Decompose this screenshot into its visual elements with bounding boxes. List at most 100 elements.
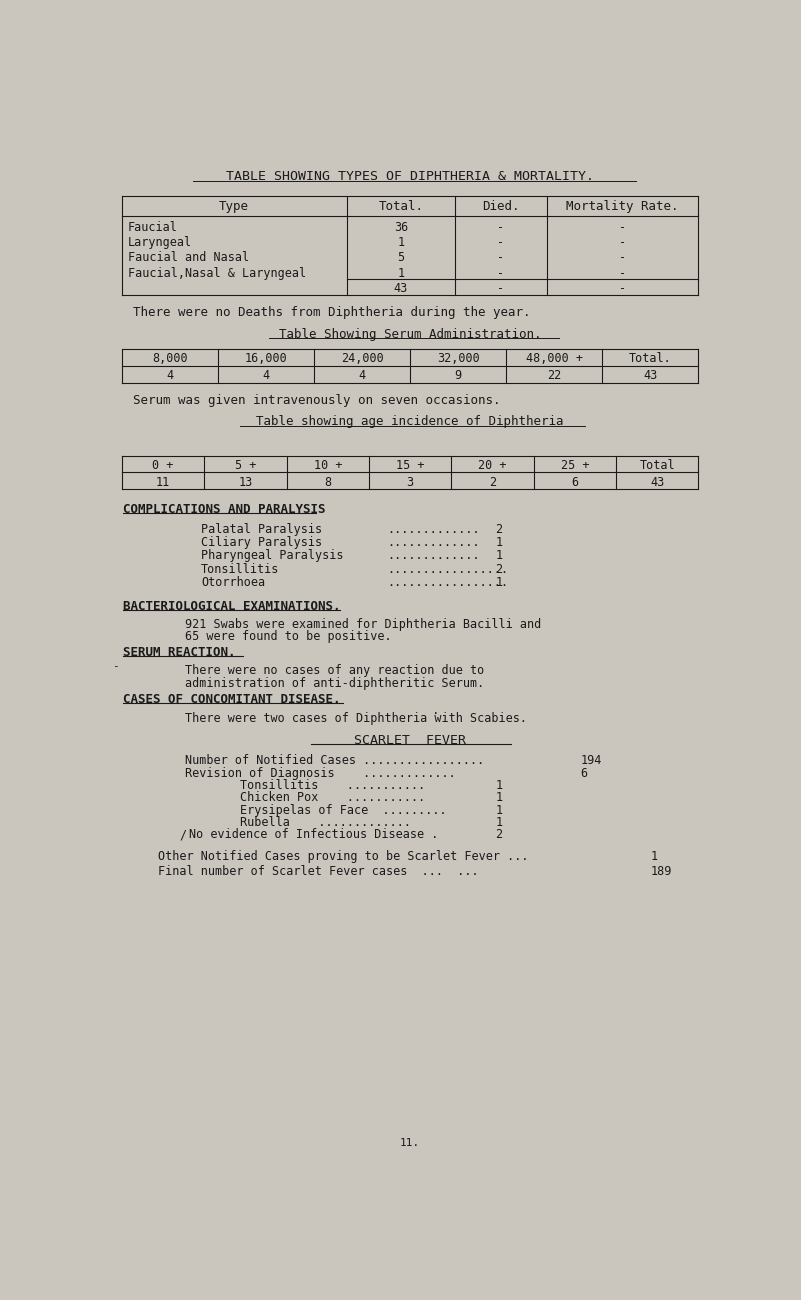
Text: 189: 189 [650, 866, 672, 879]
Text: There were no cases of any reaction due to: There were no cases of any reaction due … [185, 664, 485, 677]
Text: 4: 4 [263, 369, 270, 382]
Text: 2: 2 [495, 563, 502, 576]
Text: 25 +: 25 + [561, 459, 589, 472]
Text: Palatal Paralysis: Palatal Paralysis [201, 524, 322, 537]
Text: -: - [619, 266, 626, 280]
Text: .............: ............. [387, 550, 480, 563]
Text: 1: 1 [397, 266, 405, 280]
Text: 1: 1 [397, 237, 405, 250]
Text: SERUM REACTION.: SERUM REACTION. [123, 646, 235, 659]
Text: -: - [497, 221, 505, 234]
Text: Laryngeal: Laryngeal [128, 237, 192, 250]
Text: 1: 1 [495, 550, 502, 563]
Text: 1: 1 [495, 816, 502, 829]
Text: 4: 4 [359, 369, 365, 382]
Text: 921 Swabs were examined for Diphtheria Bacilli and: 921 Swabs were examined for Diphtheria B… [185, 618, 541, 630]
Text: There were no Deaths from Diphtheria during the year.: There were no Deaths from Diphtheria dur… [133, 306, 530, 318]
Text: Faucial,Nasal & Laryngeal: Faucial,Nasal & Laryngeal [128, 266, 306, 280]
Text: Rubella    .............: Rubella ............. [239, 816, 411, 829]
Text: 8: 8 [324, 476, 332, 489]
Text: There were two cases of Diphtheria with Scabies.: There were two cases of Diphtheria with … [185, 712, 527, 725]
Text: .............: ............. [387, 537, 480, 550]
Text: 3: 3 [407, 476, 413, 489]
Text: 5 +: 5 + [235, 459, 256, 472]
Text: -: - [619, 282, 626, 295]
Text: COMPLICATIONS AND PARALYSIS: COMPLICATIONS AND PARALYSIS [123, 503, 326, 516]
Text: CASES OF CONCOMITANT DISEASE.: CASES OF CONCOMITANT DISEASE. [123, 693, 341, 706]
Text: 36: 36 [394, 221, 408, 234]
Text: Table showing age incidence of Diphtheria: Table showing age incidence of Diphtheri… [256, 416, 564, 429]
Text: 4: 4 [167, 369, 174, 382]
Text: Erysipelas of Face  .........: Erysipelas of Face ......... [239, 803, 446, 816]
Text: -: - [497, 237, 505, 250]
Text: .............: ............. [387, 524, 480, 537]
Text: 15 +: 15 + [396, 459, 425, 472]
Text: Tonsillitis: Tonsillitis [201, 563, 280, 576]
Text: 6: 6 [571, 476, 578, 489]
Text: Revision of Diagnosis    .............: Revision of Diagnosis ............. [185, 767, 456, 780]
Text: 10 +: 10 + [313, 459, 342, 472]
Text: -: - [619, 251, 626, 264]
Text: -: - [112, 662, 119, 671]
Text: 6: 6 [581, 767, 588, 780]
Text: 48,000 +: 48,000 + [525, 352, 583, 365]
Text: 2: 2 [489, 476, 496, 489]
Text: 65 were found to be positive.: 65 were found to be positive. [185, 630, 392, 644]
Text: 9: 9 [455, 369, 461, 382]
Text: Otorrhoea: Otorrhoea [201, 576, 265, 589]
Text: 11.: 11. [400, 1138, 421, 1148]
Text: 22: 22 [547, 369, 562, 382]
Text: -: - [619, 237, 626, 250]
Text: 32,000: 32,000 [437, 352, 480, 365]
Text: 5: 5 [397, 251, 405, 264]
Text: Tonsillitis    ...........: Tonsillitis ........... [239, 779, 425, 792]
Text: Total: Total [639, 459, 675, 472]
Text: 43: 43 [394, 282, 408, 295]
Text: Final number of Scarlet Fever cases  ...  ...: Final number of Scarlet Fever cases ... … [159, 866, 479, 879]
Text: SCARLET  FEVER: SCARLET FEVER [354, 733, 466, 746]
Text: Chicken Pox    ...........: Chicken Pox ........... [239, 792, 425, 805]
Text: 20 +: 20 + [478, 459, 507, 472]
Text: administration of anti-diphtheritic Serum.: administration of anti-diphtheritic Seru… [185, 676, 485, 689]
Text: Table Showing Serum Administration.: Table Showing Serum Administration. [279, 328, 541, 341]
Text: Died.: Died. [482, 200, 520, 213]
Text: .................: ................. [387, 563, 508, 576]
Text: 1: 1 [495, 537, 502, 550]
Text: Ciliary Paralysis: Ciliary Paralysis [201, 537, 322, 550]
Text: 43: 43 [650, 476, 664, 489]
Text: -: - [497, 251, 505, 264]
Text: Other Notified Cases proving to be Scarlet Fever ...: Other Notified Cases proving to be Scarl… [159, 850, 529, 863]
Text: 1: 1 [495, 792, 502, 805]
Text: 13: 13 [238, 476, 252, 489]
Text: Faucial and Nasal: Faucial and Nasal [128, 251, 249, 264]
Text: /: / [179, 828, 187, 841]
Text: .................: ................. [387, 576, 508, 589]
Text: 194: 194 [581, 754, 602, 767]
Text: Total.: Total. [629, 352, 672, 365]
Text: Faucial: Faucial [128, 221, 178, 234]
Text: -: - [619, 221, 626, 234]
Text: Mortality Rate.: Mortality Rate. [566, 200, 678, 213]
Text: 1: 1 [650, 850, 658, 863]
Text: Number of Notified Cases .................: Number of Notified Cases ...............… [185, 754, 485, 767]
Text: 2: 2 [495, 524, 502, 537]
Text: -: - [497, 282, 505, 295]
Text: TABLE SHOWING TYPES OF DIPHTHERIA & MORTALITY.: TABLE SHOWING TYPES OF DIPHTHERIA & MORT… [226, 170, 594, 183]
Text: 1: 1 [495, 803, 502, 816]
Text: 24,000: 24,000 [340, 352, 384, 365]
Text: 43: 43 [643, 369, 658, 382]
Text: 16,000: 16,000 [244, 352, 288, 365]
Text: 2: 2 [495, 828, 502, 841]
Text: BACTERIOLOGICAL EXAMINATIONS.: BACTERIOLOGICAL EXAMINATIONS. [123, 599, 341, 612]
Text: 0 +: 0 + [152, 459, 174, 472]
Text: 11: 11 [156, 476, 170, 489]
Text: .: . [432, 705, 439, 718]
Text: Serum was given intravenously on seven occasions.: Serum was given intravenously on seven o… [133, 394, 500, 407]
Text: 1: 1 [495, 576, 502, 589]
Text: 1: 1 [495, 779, 502, 792]
Text: Pharyngeal Paralysis: Pharyngeal Paralysis [201, 550, 344, 563]
Text: Type: Type [219, 200, 249, 213]
Text: -: - [497, 266, 505, 280]
Text: 8,000: 8,000 [152, 352, 187, 365]
Text: No evidence of Infectious Disease .: No evidence of Infectious Disease . [189, 828, 439, 841]
